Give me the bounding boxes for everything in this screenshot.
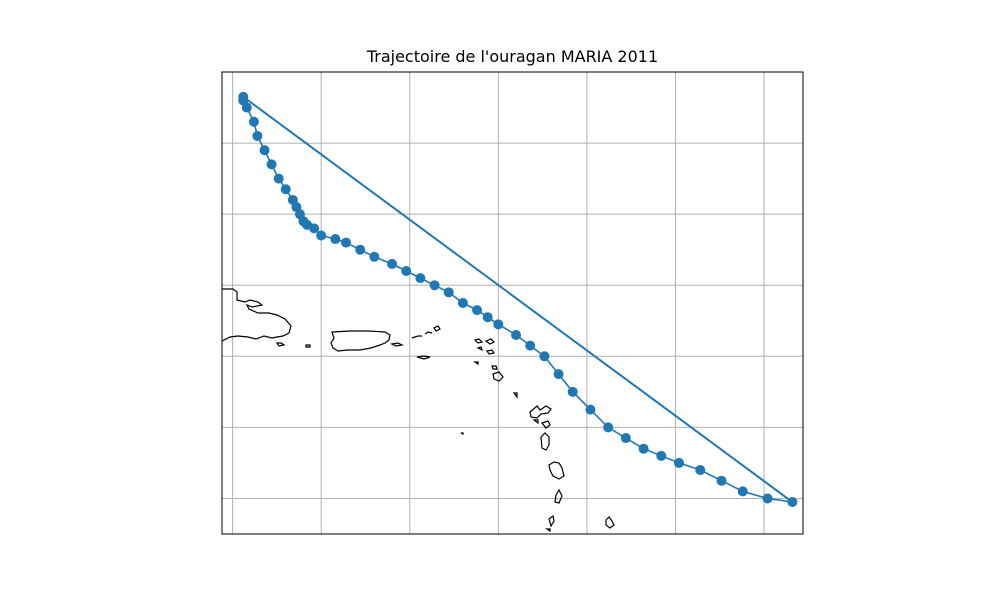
track-point-18 [472, 305, 483, 316]
track-point-22 [415, 273, 426, 284]
track-point-8 [620, 433, 631, 444]
track-point-19 [457, 298, 468, 308]
coastline-mona [305, 344, 311, 348]
track-point-39 [259, 145, 270, 156]
coastline-redonda [492, 371, 504, 382]
coastline-dominica [540, 420, 551, 429]
chart-title: Trajectoire de l'ouragan MARIA 2011 [366, 47, 659, 66]
track-point-5 [674, 457, 685, 468]
track-point-24 [387, 258, 398, 269]
plot-frame [221, 71, 804, 535]
track-point-0 [787, 497, 798, 508]
track-point-12 [553, 369, 564, 380]
coastlines [221, 288, 615, 533]
coastline-anguilla [473, 338, 484, 344]
coastline-grenada [548, 514, 555, 528]
track-point-10 [585, 404, 596, 415]
coastline-puerto-rico [330, 330, 391, 352]
track-point-35 [287, 194, 298, 205]
coastline-grenadines [545, 528, 551, 533]
track-point-21 [429, 280, 440, 291]
track-point-29 [316, 230, 327, 241]
track-point-38 [266, 159, 277, 170]
coastline-virgin-islands [411, 325, 441, 339]
track-point-40 [252, 130, 263, 141]
coastline-vieques [390, 342, 404, 347]
track-point-14 [525, 340, 536, 351]
coastline-barbuda [484, 338, 496, 345]
track-point-13 [539, 351, 550, 362]
track-point-28 [330, 234, 341, 245]
coastline-hispaniola [221, 288, 292, 342]
track-closing-segment [242, 96, 793, 503]
coastline-antigua [486, 349, 495, 355]
track-point-11 [567, 386, 578, 397]
hurricane-track [238, 91, 798, 508]
coastline-hispaniola-point [275, 342, 286, 347]
track-point-41 [248, 116, 259, 127]
coastline-montserrat [473, 361, 479, 366]
track-point-36 [280, 184, 291, 195]
track-point-27 [340, 237, 351, 248]
coastline-st-vincent [554, 488, 563, 504]
track-point-9 [603, 422, 614, 433]
track-point-2 [737, 486, 748, 497]
track-point-15 [511, 329, 522, 340]
coastline-st-croix [416, 355, 431, 360]
track-point-16 [493, 319, 504, 330]
gridlines [222, 72, 803, 534]
track-point-20 [443, 287, 454, 298]
coastline-guadeloupe [529, 405, 552, 419]
coastline-les-saintes [532, 419, 539, 425]
track-point-37 [273, 173, 284, 184]
track-point-6 [656, 450, 667, 461]
track-point-3 [716, 475, 727, 486]
track-point-1 [762, 493, 773, 504]
track-point-44 [238, 95, 249, 106]
coastline-small-rock [460, 432, 464, 435]
track-point-25 [369, 251, 380, 262]
coastline-st-lucia [548, 461, 565, 480]
plot-area [222, 72, 803, 534]
track-point-17 [482, 312, 493, 323]
coastline-nevis [491, 365, 498, 370]
coastline-martinique [540, 432, 550, 451]
coastline-st-kitts [476, 346, 484, 352]
track-point-26 [355, 244, 366, 255]
track-point-4 [695, 465, 706, 476]
coastline-marie-galante [512, 392, 518, 399]
track-point-7 [638, 443, 649, 454]
coastline-barbados [605, 516, 615, 529]
track-point-23 [401, 266, 412, 277]
